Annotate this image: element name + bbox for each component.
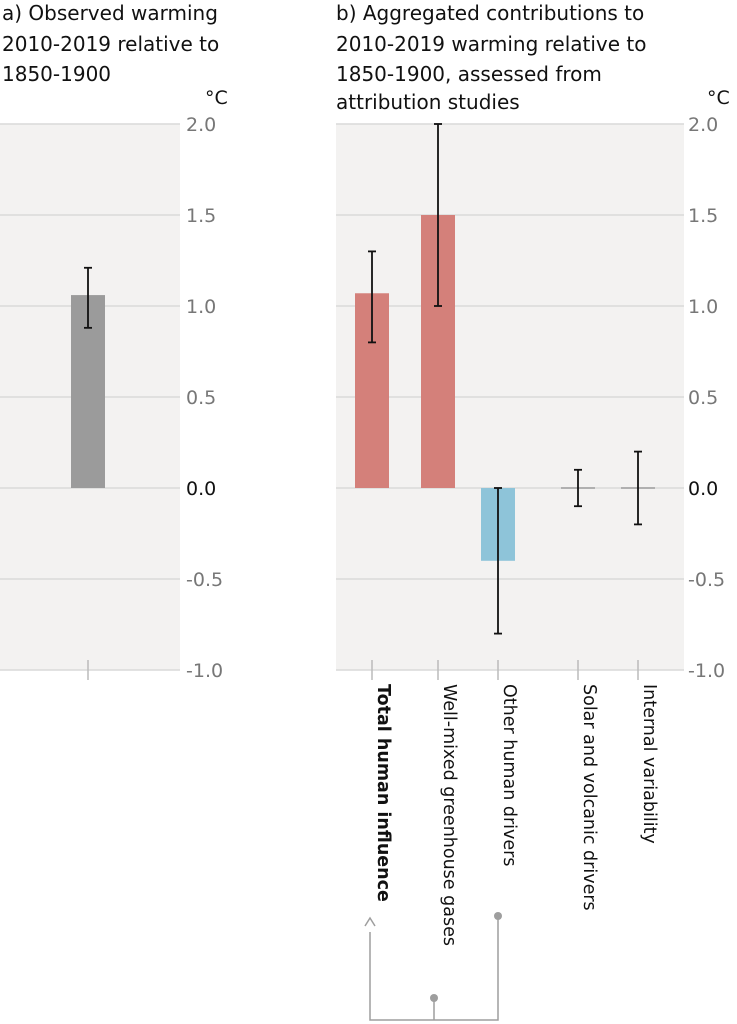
category-label: Other human drivers	[499, 684, 519, 866]
y-tick-label: 1.5	[186, 205, 216, 227]
panel-b-title: b) Aggregated contributions to 2010-2019…	[336, 1, 653, 114]
x-tick-marks	[87, 660, 639, 680]
y-tick-label: 0.0	[186, 478, 216, 500]
connector-dot-icon	[430, 994, 438, 1002]
error-bars	[84, 123, 642, 635]
category-label: Solar and volcanic drivers	[579, 684, 599, 911]
y-tick-label: 0.5	[186, 387, 216, 409]
panel-b-unit-label: °C	[707, 87, 730, 109]
y-tick-label: 0.5	[688, 387, 718, 409]
panel-a-title: a) Observed warming 2010-2019 relative t…	[2, 1, 226, 86]
connector-arrow-icon	[364, 916, 376, 927]
y-tick-label: 2.0	[688, 114, 718, 136]
category-label: Well-mixed greenhouse gases	[439, 684, 459, 946]
category-label: Total human influence	[373, 684, 393, 902]
y-tick-label: 1.5	[688, 205, 718, 227]
y-tick-label: 1.0	[688, 296, 718, 318]
attribution-connector	[364, 912, 502, 1021]
category-labels: Total human influence Well-mixed greenhou…	[373, 684, 659, 946]
y-tick-label: -0.5	[688, 569, 725, 591]
connector-dot-icon	[494, 912, 502, 920]
y-tick-label: -1.0	[186, 660, 223, 682]
panel-a-unit-label: °C	[205, 87, 228, 109]
y-tick-label: 0.0	[688, 478, 718, 500]
y-tick-label: -0.5	[186, 569, 223, 591]
category-label: Internal variability	[639, 684, 659, 844]
y-tick-label: 1.0	[186, 296, 216, 318]
y-tick-labels: 2.0 2.0 1.5 1.5 1.0 1.0 0.5 0.5 0.0 0.0 -0.5 -0.5 -1…	[186, 114, 725, 682]
y-tick-label: 2.0	[186, 114, 216, 136]
y-tick-label: -1.0	[688, 660, 725, 682]
connector-lines	[369, 916, 499, 1021]
